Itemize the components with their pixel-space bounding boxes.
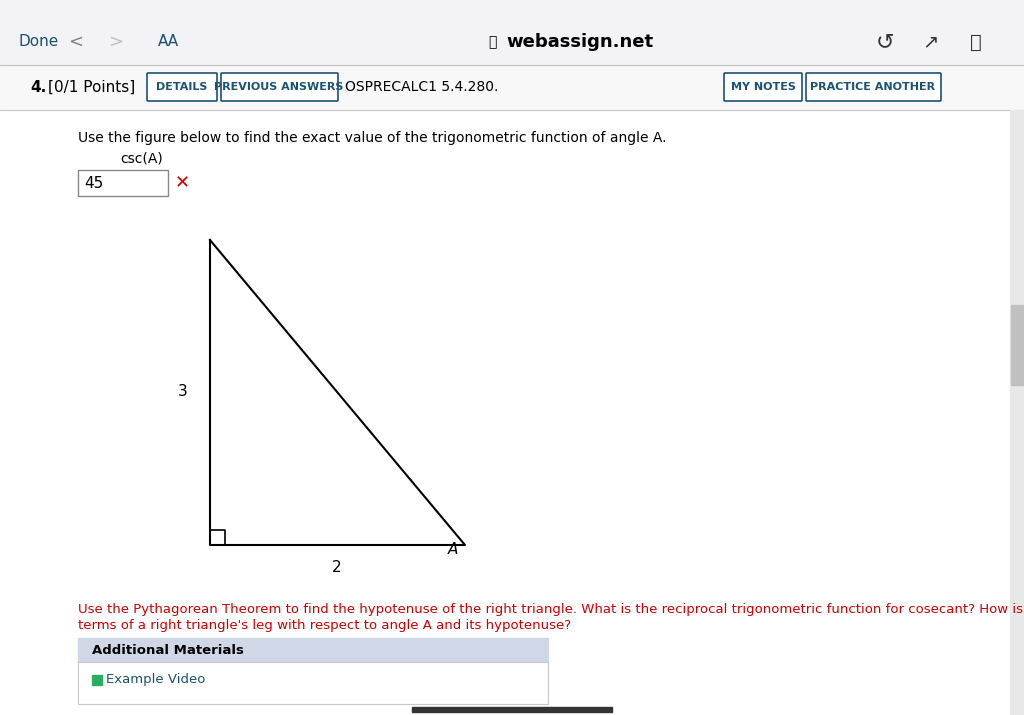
- Text: ↗: ↗: [922, 32, 938, 51]
- Bar: [1011, 305, 1023, 385]
- Text: Use the Pythagorean Theorem to find the hypotenuse of the right triangle. What i: Use the Pythagorean Theorem to find the …: [78, 603, 1024, 616]
- Text: 🔒: 🔒: [488, 35, 497, 49]
- Bar: [412, 707, 612, 712]
- Text: 2: 2: [332, 561, 342, 576]
- Bar: [0, 20, 1024, 65]
- FancyBboxPatch shape: [724, 73, 802, 101]
- Text: PREVIOUS ANSWERS: PREVIOUS ANSWERS: [214, 82, 344, 92]
- Text: ⦿: ⦿: [970, 32, 982, 51]
- Text: csc(A): csc(A): [120, 152, 163, 166]
- Text: >: >: [108, 33, 123, 51]
- Bar: [1010, 110, 1024, 715]
- Bar: [0, 110, 1010, 715]
- Text: ✕: ✕: [175, 174, 190, 192]
- Text: webassign.net: webassign.net: [506, 33, 653, 51]
- Text: Additional Materials: Additional Materials: [92, 644, 244, 656]
- Text: ↺: ↺: [876, 32, 895, 52]
- Text: PRACTICE ANOTHER: PRACTICE ANOTHER: [810, 82, 936, 92]
- Bar: [78, 170, 168, 196]
- Bar: [0, 65, 1024, 110]
- FancyBboxPatch shape: [806, 73, 941, 101]
- Text: AA: AA: [158, 34, 179, 49]
- Text: OSPRECALC1 5.4.280.: OSPRECALC1 5.4.280.: [345, 80, 499, 94]
- Text: Use the figure below to find the exact value of the trigonometric function of an: Use the figure below to find the exact v…: [78, 131, 667, 145]
- Bar: [78, 638, 548, 662]
- FancyBboxPatch shape: [147, 73, 217, 101]
- Text: 3: 3: [178, 385, 188, 400]
- Bar: [78, 662, 548, 704]
- Text: 4.: 4.: [30, 79, 46, 94]
- Bar: [92, 675, 102, 685]
- Text: <: <: [68, 33, 83, 51]
- FancyBboxPatch shape: [221, 73, 338, 101]
- Text: MY NOTES: MY NOTES: [730, 82, 796, 92]
- Bar: [0, 0, 1024, 20]
- Text: Example Video: Example Video: [106, 674, 206, 686]
- Text: Done: Done: [18, 34, 58, 49]
- Text: DETAILS: DETAILS: [157, 82, 208, 92]
- Text: terms of a right triangle's leg with respect to angle A and its hypotenuse?: terms of a right triangle's leg with res…: [78, 619, 571, 632]
- Text: A: A: [449, 541, 459, 556]
- Text: 45: 45: [84, 175, 103, 190]
- Text: [0/1 Points]: [0/1 Points]: [48, 79, 135, 94]
